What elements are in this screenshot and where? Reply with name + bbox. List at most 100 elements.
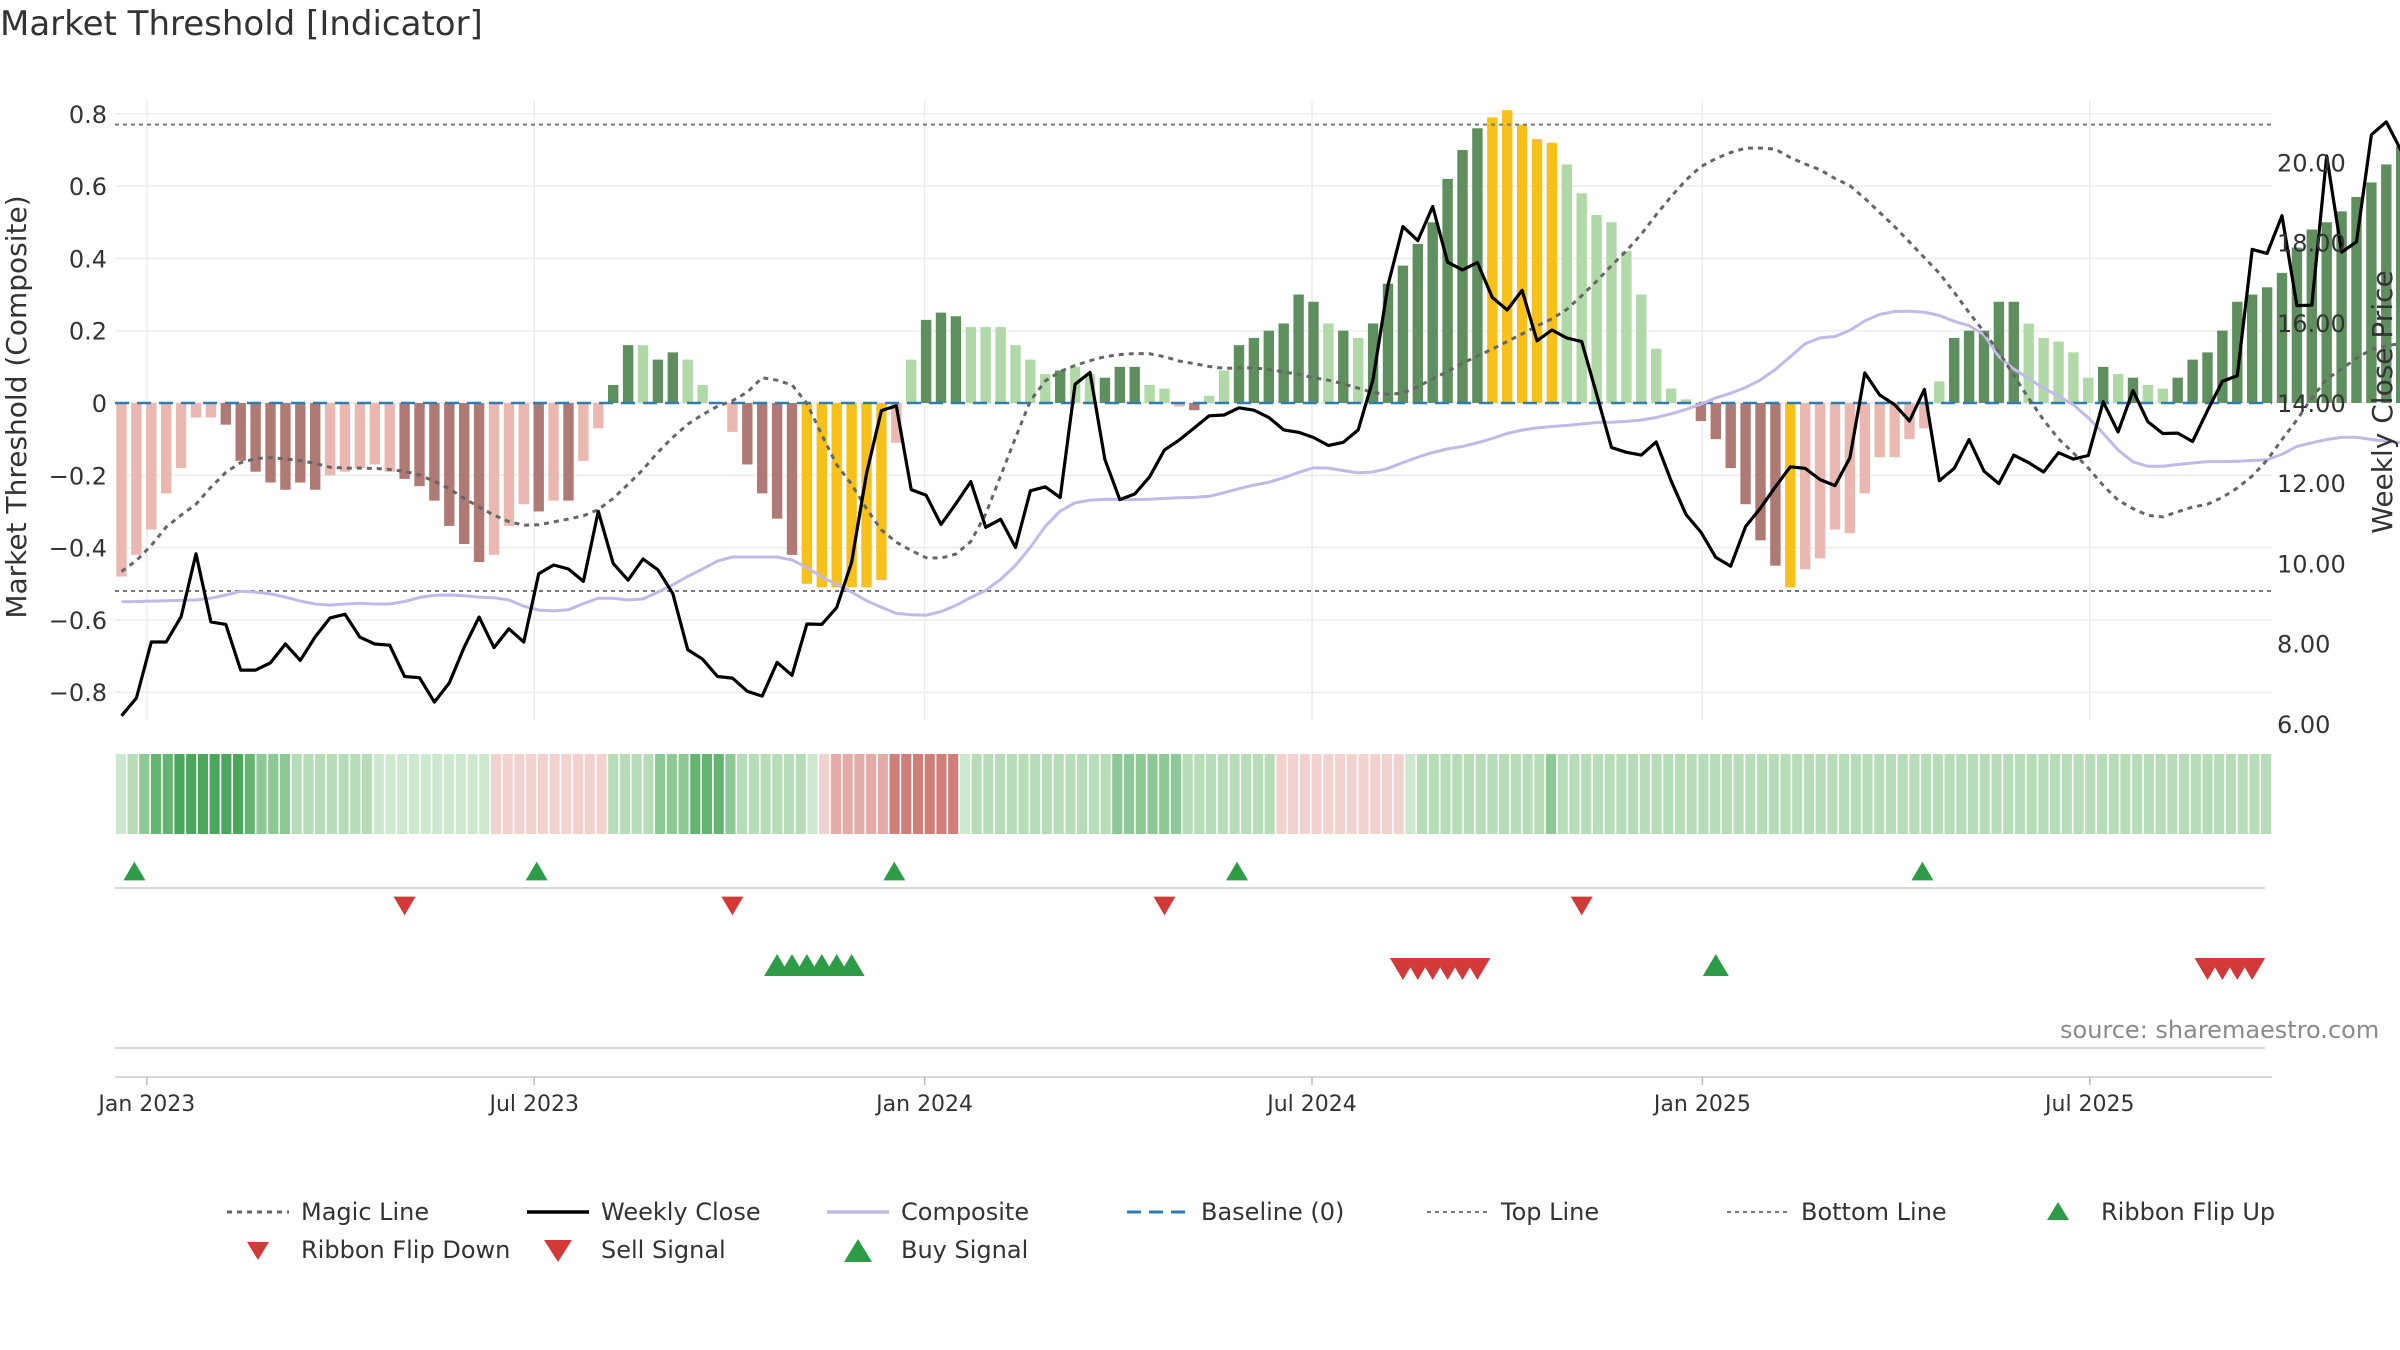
composite-bar	[980, 327, 991, 403]
ribbon-cell	[1569, 754, 1580, 834]
legend-item-magic: Magic Line	[225, 1198, 429, 1226]
ribbon-flip-down-marker	[1570, 896, 1593, 916]
ribbon-cell	[150, 754, 162, 834]
y-tick-label: 0.4	[69, 245, 107, 273]
composite-bar	[846, 403, 857, 588]
composite-bar	[1487, 117, 1498, 403]
ribbon-cell	[1756, 754, 1768, 834]
legend-swatch-bottom	[1727, 1211, 1789, 1213]
ribbon-cell	[209, 754, 220, 834]
composite-bar	[1099, 377, 1111, 403]
signal-panels	[115, 861, 2272, 1078]
composite-bar	[742, 403, 753, 465]
x-tick-label: Jan 2023	[96, 1092, 195, 1117]
composite-bar	[891, 403, 902, 443]
ribbon-flip-up-marker	[883, 861, 906, 881]
legend-label: Composite	[901, 1198, 1030, 1226]
composite-bar	[2202, 352, 2213, 403]
composite-bar	[339, 403, 351, 472]
ribbon-cell	[2143, 754, 2154, 834]
ribbon-cell	[678, 754, 689, 834]
composite-bar	[1591, 215, 1602, 403]
ribbon-cell	[1522, 754, 1533, 834]
ribbon-cell	[1276, 754, 1287, 834]
composite-bar	[2008, 301, 2019, 403]
ribbon-cell	[1452, 754, 1463, 834]
ribbon-cell	[1932, 754, 1943, 834]
legend-item-sell: Sell Signal	[525, 1236, 726, 1264]
composite-bar	[965, 327, 976, 403]
composite-bar	[1025, 359, 1036, 403]
ribbon-cell	[1077, 754, 1088, 834]
composite-bar	[2098, 366, 2109, 403]
ribbon-cell	[1686, 754, 1697, 834]
ribbon-cell	[748, 754, 759, 834]
composite-bar	[2217, 330, 2228, 403]
ribbon-cell	[772, 754, 783, 834]
ribbon-cell	[537, 754, 548, 834]
ribbon-cell	[854, 754, 865, 834]
ribbon-cell	[197, 754, 208, 834]
ribbon-cell	[1252, 754, 1264, 834]
legend-label: Ribbon Flip Up	[2101, 1198, 2276, 1226]
ribbon-cell	[1264, 754, 1275, 834]
composite-bar	[2112, 374, 2124, 403]
composite-bar	[563, 403, 574, 501]
ribbon-cell	[1159, 754, 1170, 834]
composite-bar	[1859, 403, 1870, 494]
composite-bar	[1397, 265, 1409, 403]
ribbon-cell	[2085, 754, 2096, 834]
ribbon-cell	[1921, 754, 1932, 834]
composite-bar	[1263, 330, 1274, 403]
ribbon-cell	[830, 754, 842, 834]
legend-swatch-sell	[544, 1240, 572, 1262]
composite-bar	[801, 403, 813, 584]
legend: Magic Line Weekly Close Composite Baseline …	[225, 1198, 2365, 1288]
composite-bar	[1114, 366, 1125, 403]
composite-bar	[399, 403, 410, 479]
composite-bar	[1800, 403, 1811, 570]
composite-bars	[116, 110, 2400, 588]
ribbon-cell	[455, 754, 466, 834]
ribbon-cell	[866, 754, 877, 834]
y-tick-label: −0.4	[49, 535, 107, 563]
ribbon-cell	[2120, 754, 2131, 834]
legend-label: Baseline (0)	[1201, 1198, 1345, 1226]
composite-bar	[548, 403, 559, 501]
ribbon-cell	[1745, 754, 1756, 834]
ribbon-cell	[2261, 754, 2272, 834]
legend-item-composite: Composite	[825, 1198, 1029, 1226]
ribbon-cell	[2237, 754, 2248, 834]
composite-bar	[1502, 110, 1513, 403]
y2-tick-label: 14.00	[2277, 390, 2346, 418]
ribbon-cell	[1405, 754, 1416, 834]
ribbon-cell	[1241, 754, 1252, 834]
ribbon-flip-up-marker	[123, 861, 146, 881]
ribbon-cell	[1323, 754, 1334, 834]
composite-bar	[473, 403, 485, 563]
ribbon-cell	[1370, 754, 1381, 834]
ribbon-cell	[2003, 754, 2014, 834]
ribbon-cell	[596, 754, 607, 834]
ribbon-cell	[1358, 754, 1369, 834]
ribbon-cell	[1991, 754, 2002, 834]
composite-bar	[235, 403, 246, 461]
composite-bar	[1442, 178, 1453, 403]
composite-bar	[533, 403, 544, 512]
ribbon-cell	[420, 754, 431, 834]
composite-bar	[2187, 359, 2198, 403]
ribbon-cell	[1053, 754, 1064, 834]
composite-bar	[2247, 294, 2258, 403]
composite-bar	[1010, 345, 1021, 403]
composite-bar	[1382, 283, 1394, 403]
ribbon-cell	[1909, 754, 1920, 834]
ribbon-cell	[2026, 754, 2037, 834]
ribbon-cell	[244, 754, 255, 834]
ribbon-cell	[1944, 754, 1955, 834]
y-tick-label: 0.8	[69, 101, 107, 129]
composite-bar	[1308, 301, 1319, 403]
composite-bar	[1651, 348, 1662, 403]
ribbon-cell	[1311, 754, 1322, 834]
composite-bar	[444, 403, 455, 526]
composite-bar	[190, 403, 202, 418]
